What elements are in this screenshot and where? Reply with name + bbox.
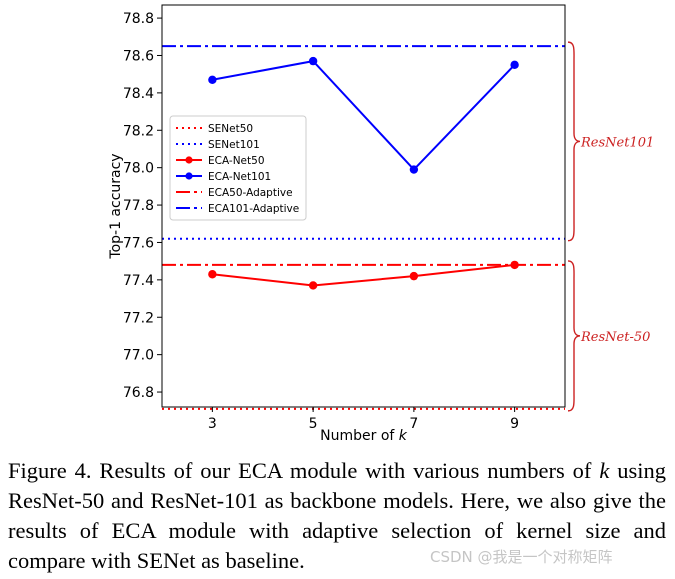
y-tick-label: 77.0: [123, 348, 154, 364]
legend: SENet50 SENet101 ECA-Net50 ECA-Net101 ECA50-…: [169, 115, 307, 221]
legend-label-senet50: SENet50: [208, 123, 253, 135]
legend-label-eca50-adaptive: ECA50-Adaptive: [208, 187, 293, 199]
series-eca-net101-point: [308, 56, 318, 66]
figure-caption: Figure 4. Results of our ECA module with…: [8, 456, 666, 576]
y-tick-label: 77.2: [123, 310, 154, 326]
x-axis-label: Number of k: [320, 428, 408, 444]
series-eca-net101-line: [212, 60, 516, 171]
watermark: CSDN @我是一个对称矩阵: [430, 548, 613, 566]
x-tick-label: 7: [409, 416, 418, 432]
caption-suffix: using ResNet-50 and ResNet-101 as backbo…: [8, 458, 666, 573]
y-tick-label: 78.4: [123, 86, 154, 102]
series-eca-net50-point: [308, 281, 318, 290]
legend-label-senet101: SENet101: [208, 139, 260, 151]
y-tick-label: 78.6: [123, 48, 154, 64]
y-tick-label: 77.6: [123, 235, 154, 251]
series-eca-net50-point: [208, 270, 217, 279]
x-axis-label-var: k: [399, 428, 408, 444]
chart: 76.8 77.0 77.2 77.4 77.6 77.8 78.0 78.2 78.4 78.6…: [108, 4, 654, 444]
series-eca-net101-point: [510, 60, 519, 70]
annotation-label-resnet-50: ResNet-50: [580, 330, 650, 345]
annotation-brace-resnet101: [567, 41, 581, 242]
series-eca-net101-point: [208, 75, 217, 84]
caption-variable: k: [599, 458, 610, 483]
series-eca-net50-point: [409, 271, 419, 281]
x-tick-label: 5: [309, 416, 318, 432]
x-tick-label: 3: [208, 416, 217, 432]
y-axis-label: Top-1 accuracy: [108, 153, 124, 259]
y-tick-label: 77.8: [123, 198, 154, 214]
axes-frame: [161, 4, 566, 408]
legend-label-eca-net50: ECA-Net50: [208, 155, 265, 167]
series-eca-net50-line: [212, 263, 515, 287]
x-tick-label: 9: [510, 416, 519, 432]
legend-label-eca101-adaptive: ECA101-Adaptive: [208, 203, 299, 215]
caption-prefix: Figure 4. Results of our ECA module with…: [8, 458, 600, 483]
series-eca-net101-point: [409, 165, 419, 174]
legend-label-eca-net101: ECA-Net101: [208, 171, 271, 183]
y-tick-label: 78.2: [123, 123, 154, 139]
y-tick-label: 77.4: [123, 273, 154, 289]
x-axis-label-text: Number of: [320, 428, 395, 444]
annotation-label-resnet101: ResNet101: [580, 135, 654, 150]
y-tick-label: 78.8: [123, 11, 154, 27]
legend-marker-eca-net101: [185, 172, 193, 180]
y-tick-label: 76.8: [123, 385, 154, 401]
y-tick-label: 78.0: [123, 161, 154, 177]
annotation-brace-resnet-50: [567, 260, 581, 412]
legend-marker-eca-net50: [185, 156, 193, 164]
legend-frame: [169, 115, 307, 221]
